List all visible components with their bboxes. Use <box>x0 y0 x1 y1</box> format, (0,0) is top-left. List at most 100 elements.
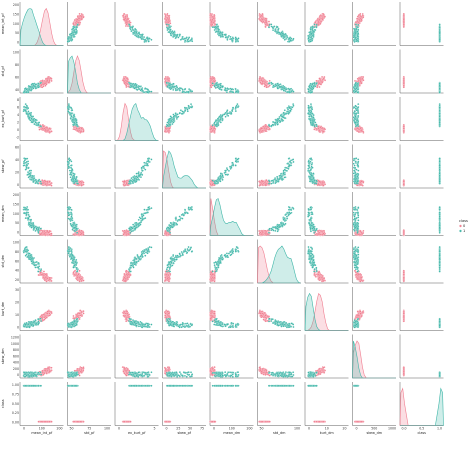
point-series-1 <box>283 113 286 116</box>
point-series-1 <box>307 106 310 109</box>
point-series-0 <box>356 20 359 23</box>
point-series-1 <box>218 88 221 91</box>
point-series-0 <box>320 127 323 130</box>
point-series-1 <box>237 40 240 43</box>
point-series-1 <box>354 112 357 115</box>
point-series-1 <box>234 110 237 113</box>
point-series-0 <box>359 127 362 130</box>
point-series-0 <box>268 79 271 82</box>
point-series-1 <box>75 123 78 126</box>
point-series-1 <box>230 112 233 115</box>
point-series-1 <box>313 26 316 29</box>
point-series-1 <box>226 87 229 90</box>
point-series-1 <box>140 88 143 91</box>
point-series-1 <box>227 34 230 37</box>
point-series-1 <box>188 88 191 91</box>
point-series-1 <box>278 119 281 122</box>
point-series-1 <box>234 36 237 39</box>
point-series-0 <box>320 80 323 83</box>
point-series-1 <box>181 37 184 40</box>
point-series-1 <box>29 85 32 88</box>
panel-std_pf-vs-std_dm <box>257 49 301 94</box>
point-series-0 <box>359 78 362 80</box>
point-series-1 <box>315 26 318 29</box>
point-series-1 <box>357 116 359 118</box>
point-series-1 <box>354 90 357 93</box>
point-series-1 <box>184 91 187 94</box>
point-series-1 <box>315 82 318 85</box>
point-series-0 <box>122 14 125 17</box>
point-series-1 <box>147 40 150 43</box>
point-series-1 <box>354 31 357 34</box>
panel-std_pf-vs-skew_dm <box>352 49 396 94</box>
point-series-0 <box>164 15 167 18</box>
point-series-1 <box>314 85 317 88</box>
point-series-1 <box>186 108 189 111</box>
point-series-1 <box>274 85 277 88</box>
point-series-1 <box>23 106 25 108</box>
point-series-1 <box>227 112 230 115</box>
point-series-0 <box>168 127 171 130</box>
point-series-1 <box>234 106 237 109</box>
point-series-1 <box>237 37 240 40</box>
point-series-0 <box>41 179 44 182</box>
point-series-1 <box>150 38 153 41</box>
point-series-1 <box>310 32 313 35</box>
point-series-1 <box>438 23 441 26</box>
point-series-1 <box>219 118 222 121</box>
point-series-0 <box>48 130 51 133</box>
point-series-1 <box>25 106 28 109</box>
point-series-0 <box>260 14 263 17</box>
panel-ex_kurt_pf-vs-skew_pf <box>162 97 206 141</box>
point-series-1 <box>289 109 292 112</box>
point-series-1 <box>354 118 357 121</box>
point-series-0 <box>258 79 261 82</box>
point-series-1 <box>221 117 224 120</box>
point-series-1 <box>357 88 359 91</box>
point-series-1 <box>309 103 312 106</box>
point-series-1 <box>232 91 235 94</box>
point-series-1 <box>34 121 37 124</box>
point-series-1 <box>272 86 275 88</box>
point-series-1 <box>307 104 310 107</box>
point-series-1 <box>283 87 286 90</box>
point-series-0 <box>123 82 126 85</box>
point-series-1 <box>173 117 176 120</box>
point-series-0 <box>126 77 129 80</box>
point-series-1 <box>281 115 284 118</box>
point-series-0 <box>360 129 363 132</box>
point-series-1 <box>178 34 181 37</box>
point-series-0 <box>315 79 318 82</box>
point-series-1 <box>438 123 441 125</box>
point-series-1 <box>288 91 291 94</box>
point-series-1 <box>354 121 357 124</box>
point-series-1 <box>33 123 36 125</box>
point-series-1 <box>353 110 356 113</box>
point-series-0 <box>402 13 405 15</box>
point-series-1 <box>230 88 233 91</box>
point-series-1 <box>218 120 220 123</box>
point-series-1 <box>213 29 216 31</box>
panel-ex_kurt_pf-vs-ex_kurt_pf <box>114 97 159 141</box>
point-series-0 <box>261 18 264 21</box>
point-series-0 <box>164 127 167 130</box>
point-series-1 <box>134 28 137 31</box>
panel-skew_pf-vs-mean_int_pf <box>19 144 64 189</box>
point-series-1 <box>353 106 356 109</box>
point-series-0 <box>40 127 43 130</box>
point-series-0 <box>82 16 85 19</box>
point-series-1 <box>271 26 274 29</box>
point-series-1 <box>272 29 275 32</box>
point-series-1 <box>356 82 359 85</box>
point-series-0 <box>361 13 364 15</box>
point-series-1 <box>70 32 73 35</box>
point-series-1 <box>172 113 175 116</box>
point-series-0 <box>402 14 405 17</box>
point-series-1 <box>313 82 316 85</box>
point-series-0 <box>209 84 212 87</box>
point-series-1 <box>25 91 28 94</box>
point-series-0 <box>318 86 321 89</box>
point-series-1 <box>177 36 180 39</box>
point-series-1 <box>312 87 315 90</box>
point-series-1 <box>28 88 31 91</box>
